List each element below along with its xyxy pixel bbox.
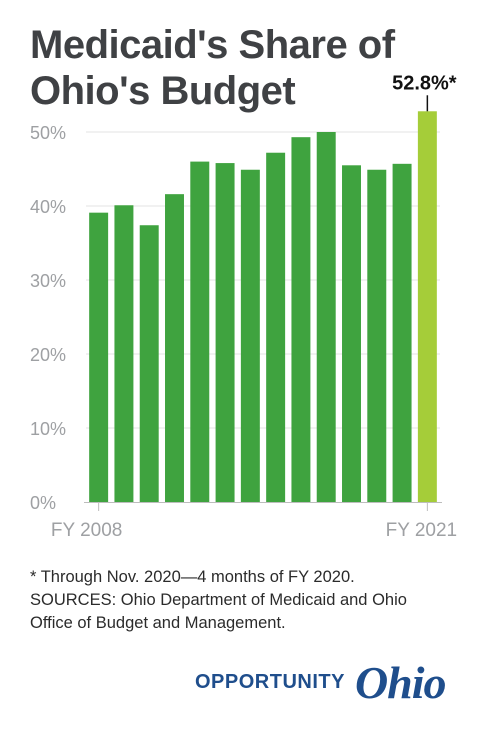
y-tick-label: 20% <box>30 345 66 365</box>
bar <box>266 152 286 502</box>
gridlines <box>86 131 440 429</box>
bar <box>342 165 361 503</box>
footnote: * Through Nov. 2020—4 months of FY 2020.… <box>30 566 480 635</box>
x-tick-label: FY 2021 <box>386 520 457 541</box>
bar <box>240 169 260 503</box>
annotation-label: 52.8%* <box>392 72 457 94</box>
bar <box>114 205 134 502</box>
bar-chart: 0% 10% 20% 30% 40% 50% FY 2008 FY 2021 52.8%* <box>30 72 457 541</box>
brand-script: Ohio <box>354 656 447 708</box>
footnote-note: * Through Nov. 2020—4 months of FY 2020. <box>30 568 355 586</box>
brand-logo: OPPORTUNITY Ohio <box>195 652 485 712</box>
bar <box>165 194 184 502</box>
y-tick-label: 50% <box>30 123 66 143</box>
x-tick-label: FY 2008 <box>51 520 122 541</box>
y-tick-label: 30% <box>30 271 66 291</box>
bar <box>215 163 235 502</box>
y-tick-label: 0% <box>30 493 56 513</box>
annotation: 52.8%* <box>392 72 457 112</box>
bar <box>367 169 387 503</box>
bar <box>190 161 210 502</box>
y-tick-label: 40% <box>30 197 66 217</box>
footnote-sources: SOURCES: Ohio Department of Medicaid and… <box>30 591 407 609</box>
footnote-sources-cont: Office of Budget and Management. <box>30 614 286 632</box>
y-axis-ticks: 0% 10% 20% 30% 40% 50% <box>30 123 66 513</box>
bars <box>89 111 437 503</box>
bar <box>392 163 412 502</box>
brand-word: OPPORTUNITY <box>195 670 345 693</box>
bar <box>291 137 311 502</box>
bar <box>316 132 336 502</box>
bar <box>89 212 109 502</box>
x-axis: FY 2008 FY 2021 <box>51 502 457 541</box>
bar <box>139 225 159 503</box>
chart-title: Medicaid's Share of Ohio's Budget <box>30 23 395 113</box>
bar <box>417 111 437 502</box>
y-tick-label: 10% <box>30 419 66 439</box>
